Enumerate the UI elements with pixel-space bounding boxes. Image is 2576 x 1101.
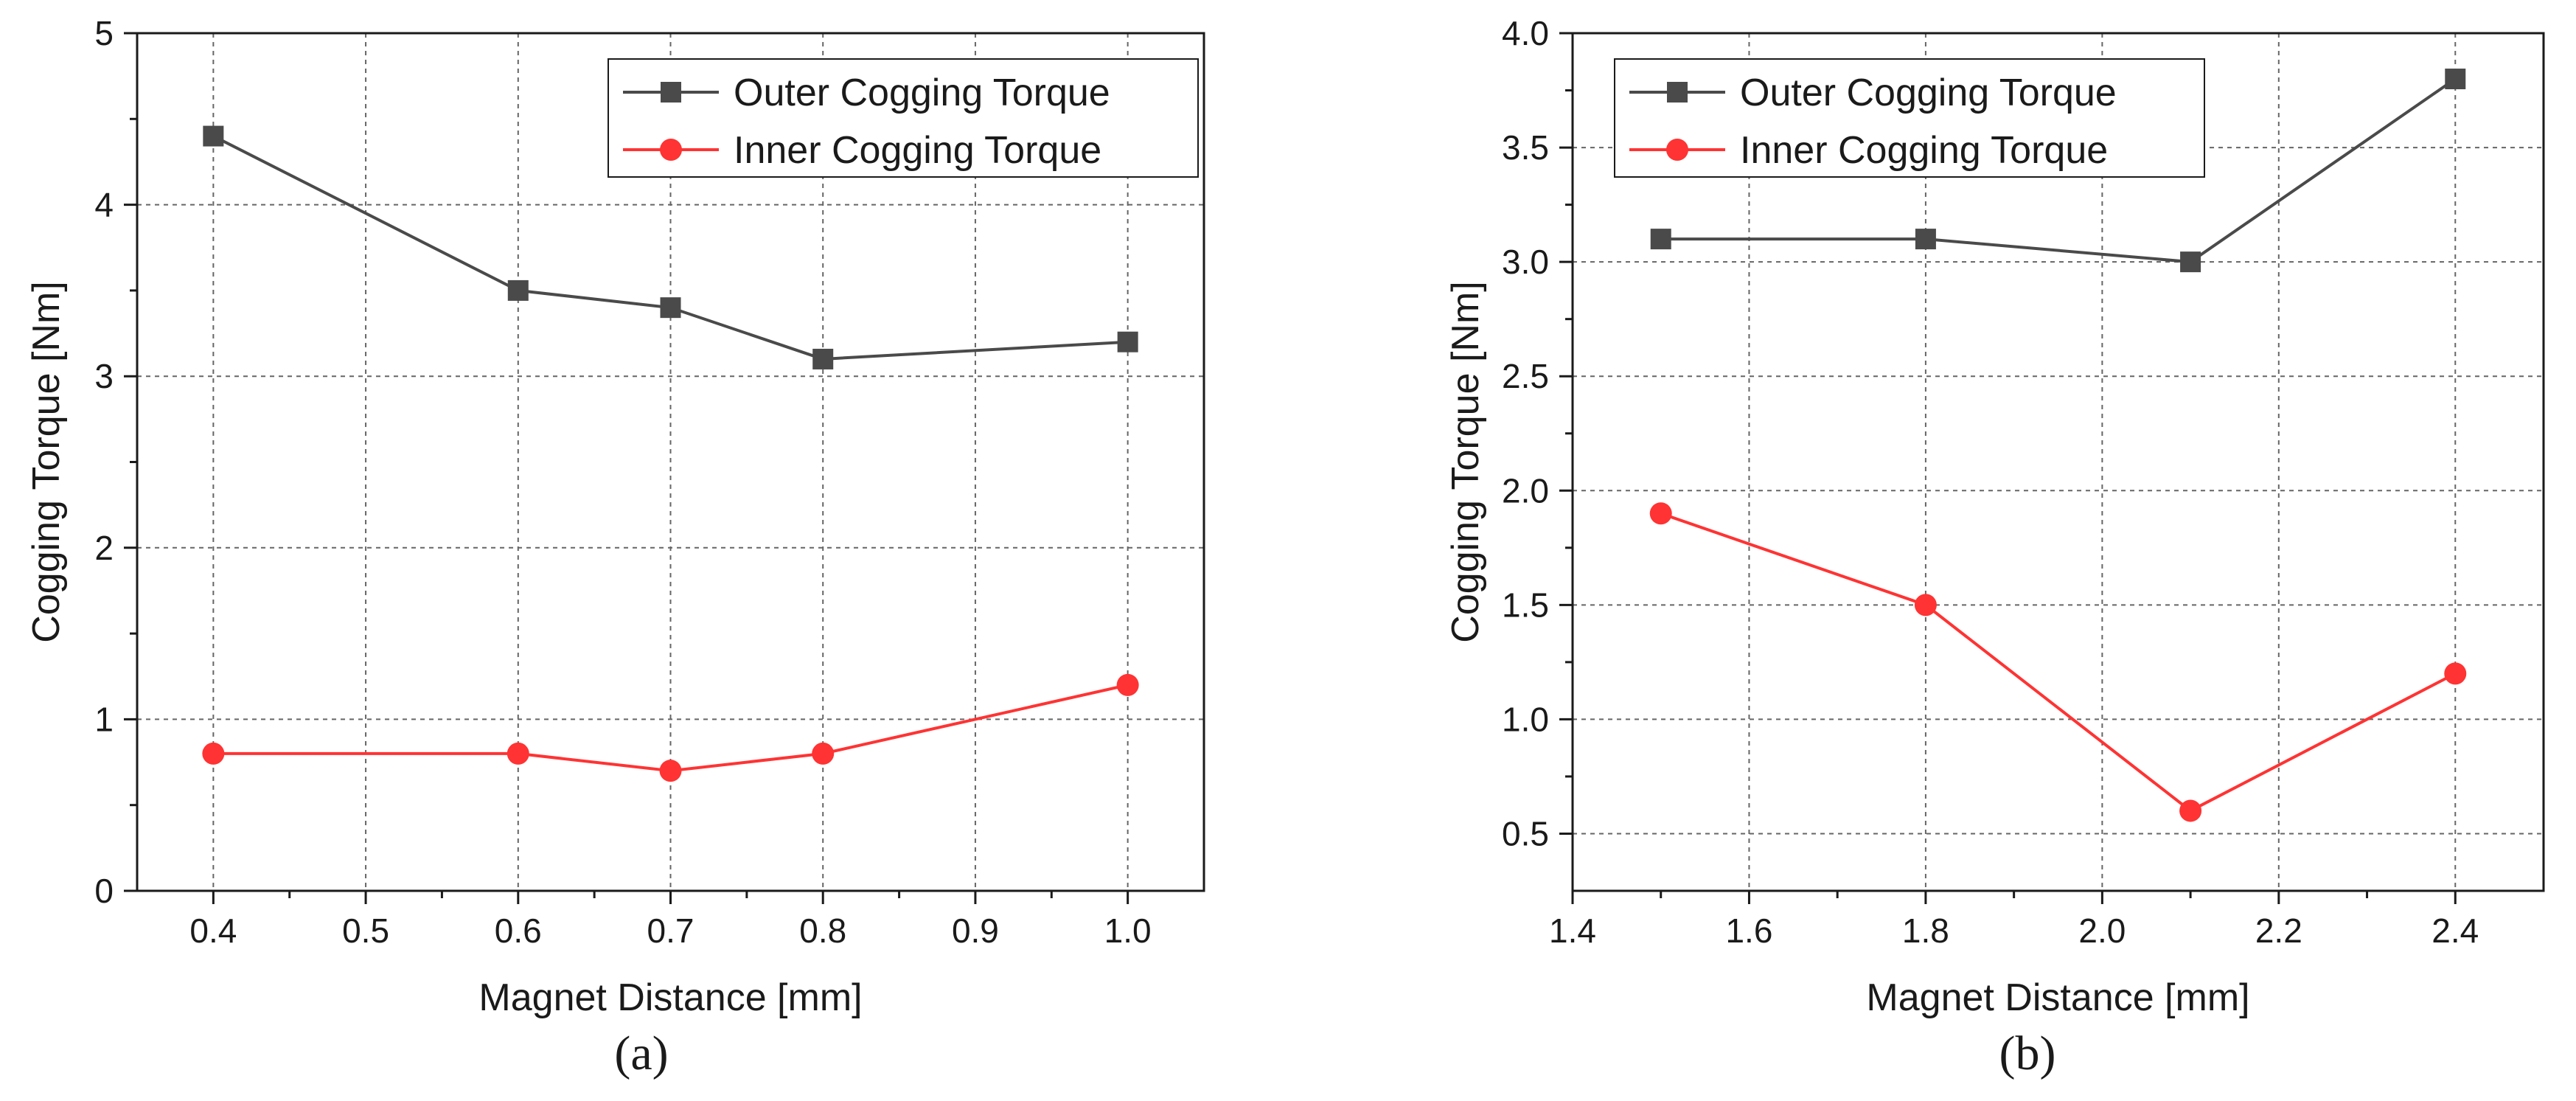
- x-tick-label: 1.4: [1549, 911, 1596, 950]
- x-tick-label: 2.4: [2431, 911, 2479, 950]
- data-point-inner: [507, 742, 529, 765]
- legend-label: Outer Cogging Torque: [1740, 72, 2117, 114]
- x-tick-label: 0.8: [799, 911, 846, 950]
- data-point-inner: [1116, 673, 1139, 696]
- y-tick-label: 3: [94, 357, 114, 395]
- x-axis-title: Magnet Distance [mm]: [478, 976, 862, 1019]
- panel-label: (b): [1999, 1027, 2056, 1080]
- y-axis-title: Cogging Torque [Nm]: [1444, 281, 1487, 642]
- data-point-outer: [1650, 229, 1671, 250]
- x-tick-label: 1.8: [1902, 911, 1949, 950]
- panel-label: (a): [614, 1027, 668, 1080]
- series-line-inner: [1660, 512, 2457, 813]
- data-point-inner: [2179, 799, 2202, 822]
- y-tick-label: 4.0: [1502, 14, 1549, 52]
- y-tick-label: 2: [94, 529, 114, 567]
- data-point-inner: [659, 760, 682, 782]
- data-point-inner: [812, 742, 835, 765]
- legend-box: [1614, 58, 2205, 178]
- x-axis-title: Magnet Distance [mm]: [1866, 976, 2249, 1019]
- legend-marker-circle: [660, 139, 682, 161]
- data-point-inner: [1649, 502, 1672, 525]
- y-tick-label: 3.5: [1502, 128, 1549, 167]
- data-point-outer: [507, 279, 529, 301]
- x-tick-label: 0.6: [495, 911, 542, 950]
- x-tick-label: 0.7: [647, 911, 695, 950]
- x-tick-label: 1.6: [1725, 911, 1772, 950]
- legend-marker-square: [661, 82, 681, 103]
- y-tick-label: 5: [94, 14, 114, 52]
- y-tick-label: 1: [94, 700, 114, 738]
- x-tick-label: 2.0: [2078, 911, 2126, 950]
- y-tick-label: 3.0: [1502, 243, 1549, 281]
- data-point-outer: [812, 348, 834, 369]
- y-tick-label: 2.5: [1502, 357, 1549, 395]
- data-point-outer: [660, 297, 681, 319]
- data-point-outer: [1117, 331, 1138, 352]
- y-tick-label: 2.0: [1502, 471, 1549, 510]
- data-point-inner: [2444, 662, 2467, 685]
- legend-marker-circle: [1666, 139, 1688, 161]
- legend-label: Inner Cogging Torque: [734, 129, 1101, 172]
- plot-frame: [1571, 32, 2545, 892]
- legend-box: [608, 58, 1199, 178]
- x-tick-label: 1.0: [1104, 911, 1152, 950]
- series-line-outer: [1660, 77, 2457, 264]
- chart-b: 1.4 1.6 1.8 2.0 2.2 2.4 0.5 1.0 1.5 2.0 2.5 3.0 3.5 4…: [1444, 14, 2545, 1080]
- data-point-outer: [1915, 229, 1936, 250]
- data-point-outer: [2180, 251, 2201, 273]
- x-tick-label: 0.4: [189, 911, 237, 950]
- chart-a: 0.4 0.5 0.6 0.7 0.8 0.9 1.0 0 1 2 3 4 5 Magnet Distan…: [25, 14, 1205, 1080]
- y-tick-label: 0: [94, 872, 114, 910]
- data-point-inner: [202, 742, 225, 765]
- legend-label: Inner Cogging Torque: [1740, 129, 2108, 172]
- legend-label: Outer Cogging Torque: [734, 72, 1110, 114]
- y-tick-label: 1.0: [1502, 700, 1549, 738]
- y-tick-label: 1.5: [1502, 586, 1549, 624]
- x-tick-label: 0.5: [342, 911, 389, 950]
- y-axis-title: Cogging Torque [Nm]: [25, 281, 68, 642]
- legend-marker-square: [1667, 82, 1688, 103]
- y-tick-label: 0.5: [1502, 814, 1549, 852]
- data-point-outer: [203, 125, 224, 147]
- x-tick-label: 2.2: [2255, 911, 2302, 950]
- data-point-outer: [2445, 69, 2466, 90]
- y-tick-label: 4: [94, 186, 114, 224]
- data-point-inner: [1914, 594, 1937, 617]
- x-tick-label: 0.9: [952, 911, 999, 950]
